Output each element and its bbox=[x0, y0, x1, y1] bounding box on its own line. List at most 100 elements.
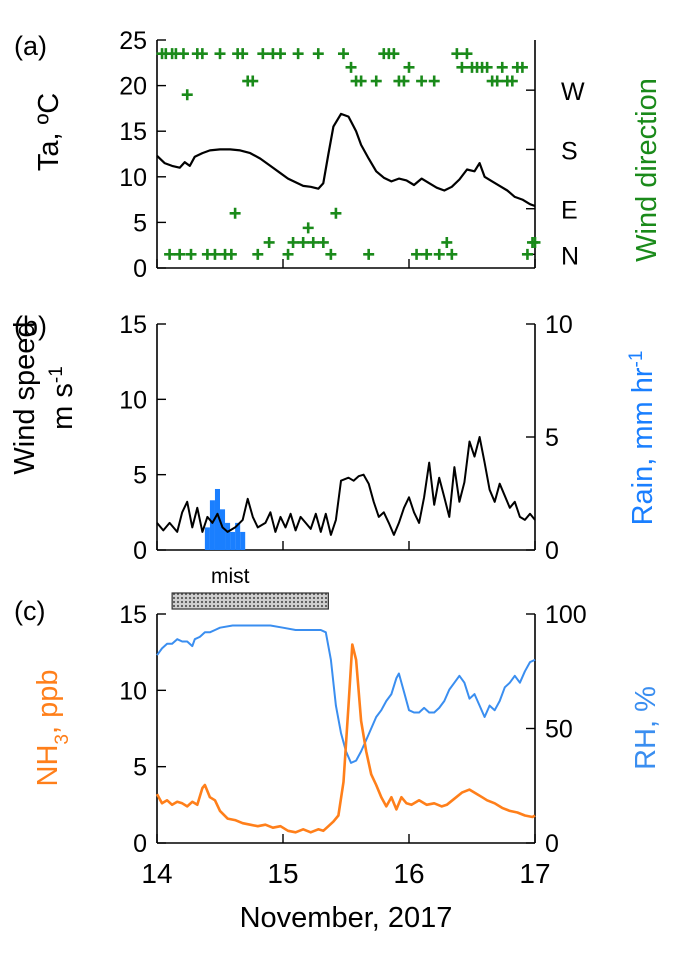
wind-direction-point bbox=[516, 61, 528, 73]
y-tick-label: 15 bbox=[119, 311, 147, 339]
wind-direction-point bbox=[225, 248, 237, 260]
y-axis-title-nh3: NH3, ppb bbox=[32, 670, 73, 787]
title-part: Wind speed bbox=[9, 321, 41, 474]
rain-bar bbox=[225, 522, 231, 550]
wind-direction-point bbox=[297, 236, 309, 248]
wind-direction-point bbox=[257, 48, 269, 60]
y2-tick-label: 0 bbox=[545, 537, 559, 565]
mist-bar bbox=[171, 592, 329, 610]
rain-bar bbox=[220, 509, 226, 550]
y-axis-title-wind-speed-line1: Wind speed bbox=[9, 321, 41, 474]
wind-direction-point bbox=[411, 248, 423, 260]
title-superscript: -1 bbox=[626, 351, 647, 368]
wind-direction-point bbox=[282, 248, 294, 260]
wind-direction-point bbox=[345, 61, 357, 73]
wind-direction-point bbox=[446, 248, 458, 260]
wind-direction-point bbox=[177, 48, 189, 60]
y2-axis-title-rain: Rain, mm hr-1 bbox=[626, 351, 660, 526]
x-tick-label: 14 bbox=[141, 858, 172, 889]
rain-bar bbox=[235, 522, 241, 550]
x-tick-label: 16 bbox=[393, 858, 424, 889]
y-tick-label: 25 bbox=[119, 27, 147, 55]
title-subscript: 3 bbox=[52, 734, 73, 745]
y-tick-label: 10 bbox=[119, 677, 147, 705]
wind-direction-point bbox=[164, 248, 176, 260]
wind-direction-point bbox=[317, 236, 329, 248]
wind-direction-point bbox=[263, 236, 275, 248]
wind-direction-point bbox=[209, 248, 221, 260]
wind-direction-point bbox=[337, 48, 349, 60]
y-tick-label: 10 bbox=[119, 164, 147, 192]
wind-direction-point bbox=[330, 207, 342, 219]
wind-direction-label: S bbox=[561, 137, 578, 165]
wind-direction-point bbox=[181, 89, 193, 101]
y-tick-label: 0 bbox=[133, 255, 147, 283]
wind-direction-point bbox=[287, 236, 299, 248]
y2-tick-label: 5 bbox=[545, 424, 559, 452]
temperature-line bbox=[156, 112, 536, 208]
panel-a: 0 5 10 15 20 25 NE S W (a) Ta, ºC Wind direction bbox=[14, 27, 663, 283]
wind-direction-point bbox=[441, 236, 453, 248]
y-tick-label: 0 bbox=[133, 830, 147, 858]
x-tick-label: 15 bbox=[267, 858, 298, 889]
x-tick-label: 17 bbox=[519, 858, 550, 889]
y2-tick-label: 0 bbox=[545, 830, 559, 858]
rh-line bbox=[156, 624, 536, 764]
wind-direction-point bbox=[529, 236, 541, 248]
y-axis-title-temperature: Ta, ºC bbox=[33, 93, 65, 171]
rain-bar bbox=[209, 500, 215, 550]
panel-label-b: (b) bbox=[14, 311, 47, 341]
wind-direction-point bbox=[433, 248, 445, 260]
wind-direction-label: W bbox=[561, 78, 585, 106]
wind-direction-point bbox=[398, 75, 410, 87]
wind-speed-line bbox=[156, 436, 536, 536]
wind-direction-point bbox=[388, 48, 400, 60]
nh3-line bbox=[155, 643, 536, 834]
mist-label: mist bbox=[211, 565, 250, 588]
wind-direction-point bbox=[355, 75, 367, 87]
y-tick-label: 0 bbox=[133, 537, 147, 565]
wind-direction-point bbox=[496, 61, 508, 73]
title-part: m s bbox=[47, 383, 79, 430]
wind-direction-point bbox=[185, 248, 197, 260]
y-tick-label: 10 bbox=[119, 386, 147, 414]
wind-direction-point bbox=[416, 75, 428, 87]
wind-direction-point bbox=[403, 61, 415, 73]
y-tick-label: 5 bbox=[133, 754, 147, 782]
wind-direction-point bbox=[456, 61, 468, 73]
wind-direction-point bbox=[451, 48, 463, 60]
title-part: NH bbox=[32, 745, 64, 787]
wind-direction-point bbox=[196, 48, 208, 60]
title-part: Rain, mm hr bbox=[627, 367, 659, 525]
wind-direction-point bbox=[481, 61, 493, 73]
y2-tick-label: 100 bbox=[545, 601, 587, 629]
rain-bar bbox=[230, 531, 236, 550]
wind-direction-point bbox=[302, 222, 314, 234]
y2-tick-label: 10 bbox=[545, 311, 573, 339]
y-tick-label: 5 bbox=[133, 209, 147, 237]
wind-direction-label: N bbox=[561, 242, 579, 270]
wind-direction-point bbox=[312, 48, 324, 60]
panel-label-a: (a) bbox=[14, 31, 47, 61]
wind-direction-point bbox=[521, 248, 533, 260]
wind-direction-point bbox=[307, 236, 319, 248]
wind-direction-point bbox=[506, 75, 518, 87]
y2-tick-label: 50 bbox=[545, 716, 573, 744]
rain-bar bbox=[240, 531, 246, 550]
wind-direction-point bbox=[214, 48, 226, 60]
wind-direction-point bbox=[370, 75, 382, 87]
x-axis-title: November, 2017 bbox=[240, 902, 453, 934]
wind-direction-point bbox=[174, 248, 186, 260]
wind-direction-point bbox=[421, 248, 433, 260]
wind-direction-point bbox=[237, 48, 249, 60]
wind-direction-label: E bbox=[561, 197, 578, 225]
rain-bar bbox=[204, 527, 210, 550]
y2-axis-title-rh: RH, % bbox=[630, 686, 662, 770]
wind-direction-point bbox=[491, 75, 503, 87]
rain-bar bbox=[214, 488, 220, 550]
title-superscript: -1 bbox=[46, 366, 67, 383]
wind-direction-point bbox=[292, 48, 304, 60]
wind-direction-point bbox=[363, 248, 375, 260]
